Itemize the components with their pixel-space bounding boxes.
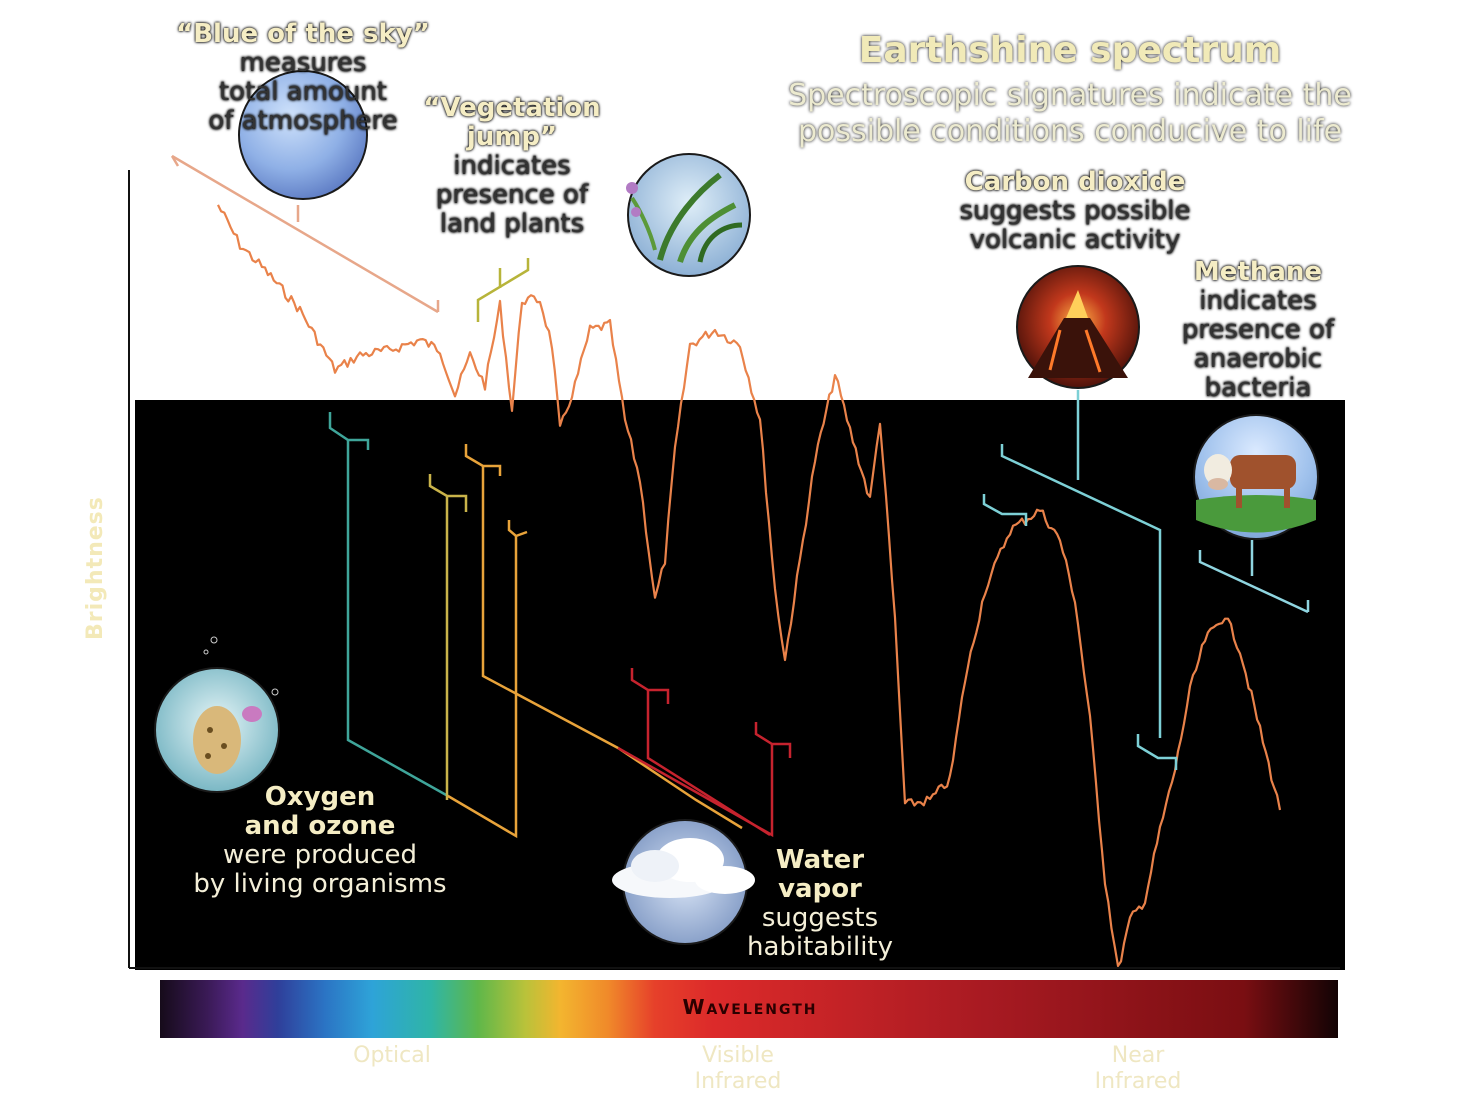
co2-bracket xyxy=(982,390,1178,770)
methane-bracket xyxy=(1198,540,1310,614)
wavelength-color-bar xyxy=(160,980,1338,1038)
ozone-bracket xyxy=(428,474,468,800)
vegetation-bracket xyxy=(476,258,530,322)
page-title: Earthshine spectrum xyxy=(858,30,1282,71)
methane-annotation: Methane indicates presence of anaerobic … xyxy=(1181,257,1335,403)
water-vapor-annotation: Water vapor suggests habitability xyxy=(746,845,894,962)
oxygen-bracket xyxy=(328,412,449,798)
tick-visible-infrared: Visible Infrared xyxy=(694,1043,782,1094)
oxygen-annotation: Oxygen and ozone were produced by living… xyxy=(193,782,447,899)
y-axis-label: Brightness xyxy=(83,496,108,640)
volcano-icon xyxy=(1016,265,1140,389)
water-vapor-bracket xyxy=(617,668,792,838)
cloud-icon xyxy=(612,819,755,945)
white-margin-right xyxy=(1345,400,1478,970)
wavelength-label: Wavelength xyxy=(682,995,818,1019)
microbe-icon xyxy=(154,636,280,793)
blue-sky-heading: “Blue of the sky” xyxy=(176,19,430,49)
vegetation-annotation: “Vegetation jump” indicates presence of … xyxy=(423,93,601,239)
tick-optical: Optical xyxy=(353,1043,431,1068)
blue-sky-slope-bracket xyxy=(171,154,439,314)
cow-icon xyxy=(1193,414,1319,540)
spectrum-line xyxy=(217,204,1282,967)
page-subtitle: Spectroscopic signatures indicate the po… xyxy=(788,78,1352,149)
tick-near-infrared: Near Infrared xyxy=(1094,1043,1182,1094)
blue-sky-annotation: “Blue of the sky” measures total amount … xyxy=(168,20,438,136)
co2-annotation: Carbon dioxide suggests possible volcani… xyxy=(959,167,1191,255)
plant-icon xyxy=(626,153,751,277)
sky-sphere-icon xyxy=(238,70,368,200)
